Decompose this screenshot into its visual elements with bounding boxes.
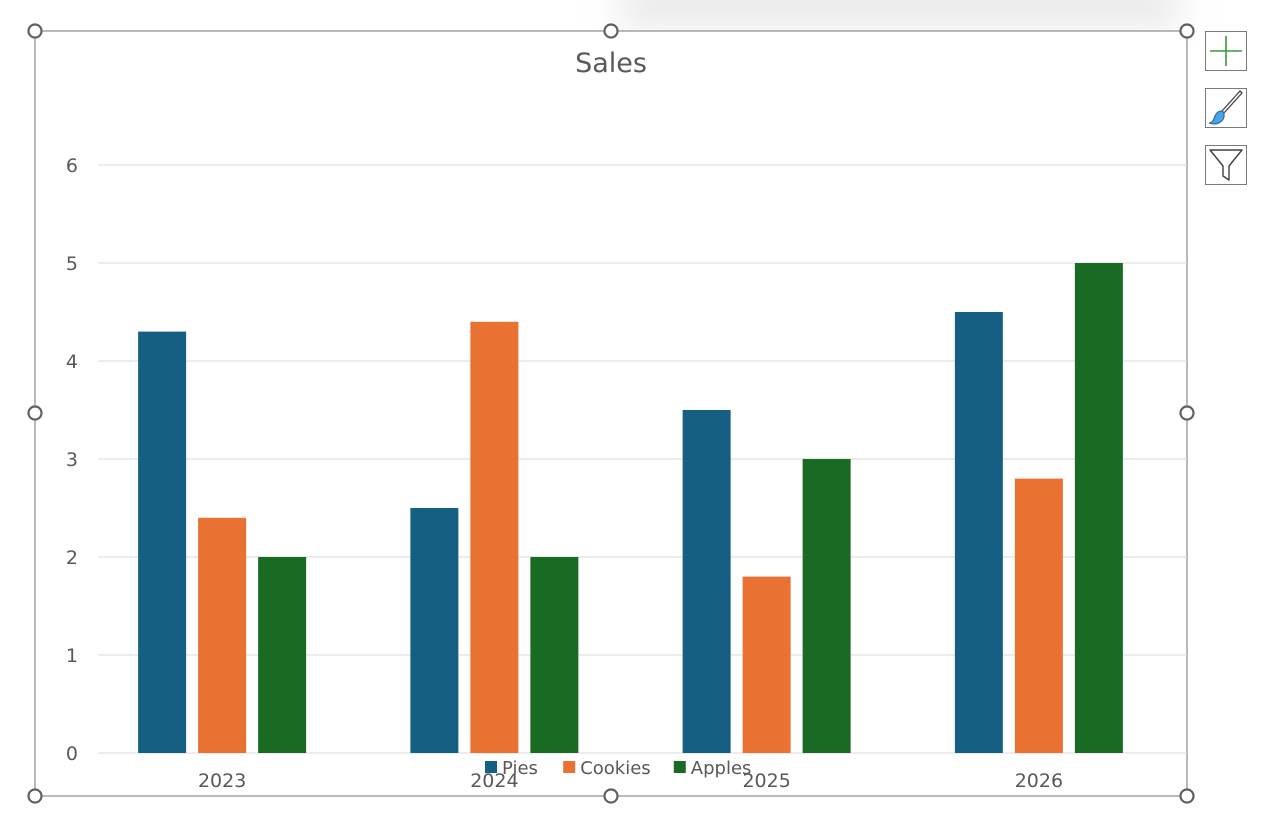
bar-apples-2025[interactable] xyxy=(802,459,851,753)
y-tick-label: 4 xyxy=(66,351,78,373)
y-tick-label: 6 xyxy=(66,155,78,177)
resize-handle-left[interactable] xyxy=(27,405,43,421)
x-axis-labels: 2023 2024 2025 2026 xyxy=(198,770,1063,792)
paintbrush-icon xyxy=(1208,90,1243,125)
chart-title[interactable]: Sales xyxy=(575,48,647,79)
bar-pies-2024[interactable] xyxy=(410,508,459,753)
funnel-icon xyxy=(1209,149,1243,181)
bar-cookies-2023[interactable] xyxy=(198,517,247,753)
chart-styles-button[interactable] xyxy=(1205,88,1247,128)
y-tick-label: 1 xyxy=(66,645,78,667)
legend-swatch-cookies xyxy=(563,761,576,773)
x-tick-label: 2023 xyxy=(198,770,246,792)
legend-swatch-pies xyxy=(485,761,497,773)
resize-handle-top-right[interactable] xyxy=(1179,23,1195,39)
bar-cookies-2025[interactable] xyxy=(742,576,791,753)
legend-label-pies[interactable]: Pies xyxy=(502,758,538,779)
resize-handle-top[interactable] xyxy=(603,23,619,39)
resize-handle-bottom-left[interactable] xyxy=(27,788,43,804)
bar-cookies-2024[interactable] xyxy=(470,321,519,753)
y-tick-label: 5 xyxy=(66,253,78,275)
bar-apples-2024[interactable] xyxy=(530,557,579,753)
chart-elements-button[interactable] xyxy=(1205,31,1247,71)
y-tick-label: 2 xyxy=(66,547,78,569)
y-tick-label: 0 xyxy=(66,743,78,765)
plus-icon xyxy=(1210,36,1242,66)
legend-label-apples[interactable]: Apples xyxy=(691,758,752,779)
resize-handle-top-left[interactable] xyxy=(27,23,43,39)
x-tick-label: 2026 xyxy=(1015,770,1063,792)
x-tick-label: 2025 xyxy=(742,770,790,792)
chart-filters-button[interactable] xyxy=(1205,145,1247,185)
y-tick-label: 3 xyxy=(66,449,78,471)
legend-swatch-apples xyxy=(673,761,686,773)
x-tick-label: 2024 xyxy=(470,770,518,792)
bar-pies-2023[interactable] xyxy=(138,331,187,753)
bar-pies-2025[interactable] xyxy=(682,410,731,753)
y-axis-labels: 0 1 2 3 4 5 6 xyxy=(66,155,78,765)
bar-cookies-2026[interactable] xyxy=(1014,478,1063,753)
bar-apples-2023[interactable] xyxy=(258,557,307,753)
resize-handle-bottom[interactable] xyxy=(603,788,619,804)
selection-handles[interactable] xyxy=(27,23,1195,804)
resize-handle-right[interactable] xyxy=(1179,405,1195,421)
legend-label-cookies[interactable]: Cookies xyxy=(580,758,650,779)
bar-pies-2026[interactable] xyxy=(954,312,1003,753)
bars xyxy=(138,263,1123,753)
legend[interactable]: Pies Cookies Apples xyxy=(485,758,751,779)
bar-apples-2026[interactable] xyxy=(1074,263,1123,753)
resize-handle-bottom-right[interactable] xyxy=(1179,788,1195,804)
